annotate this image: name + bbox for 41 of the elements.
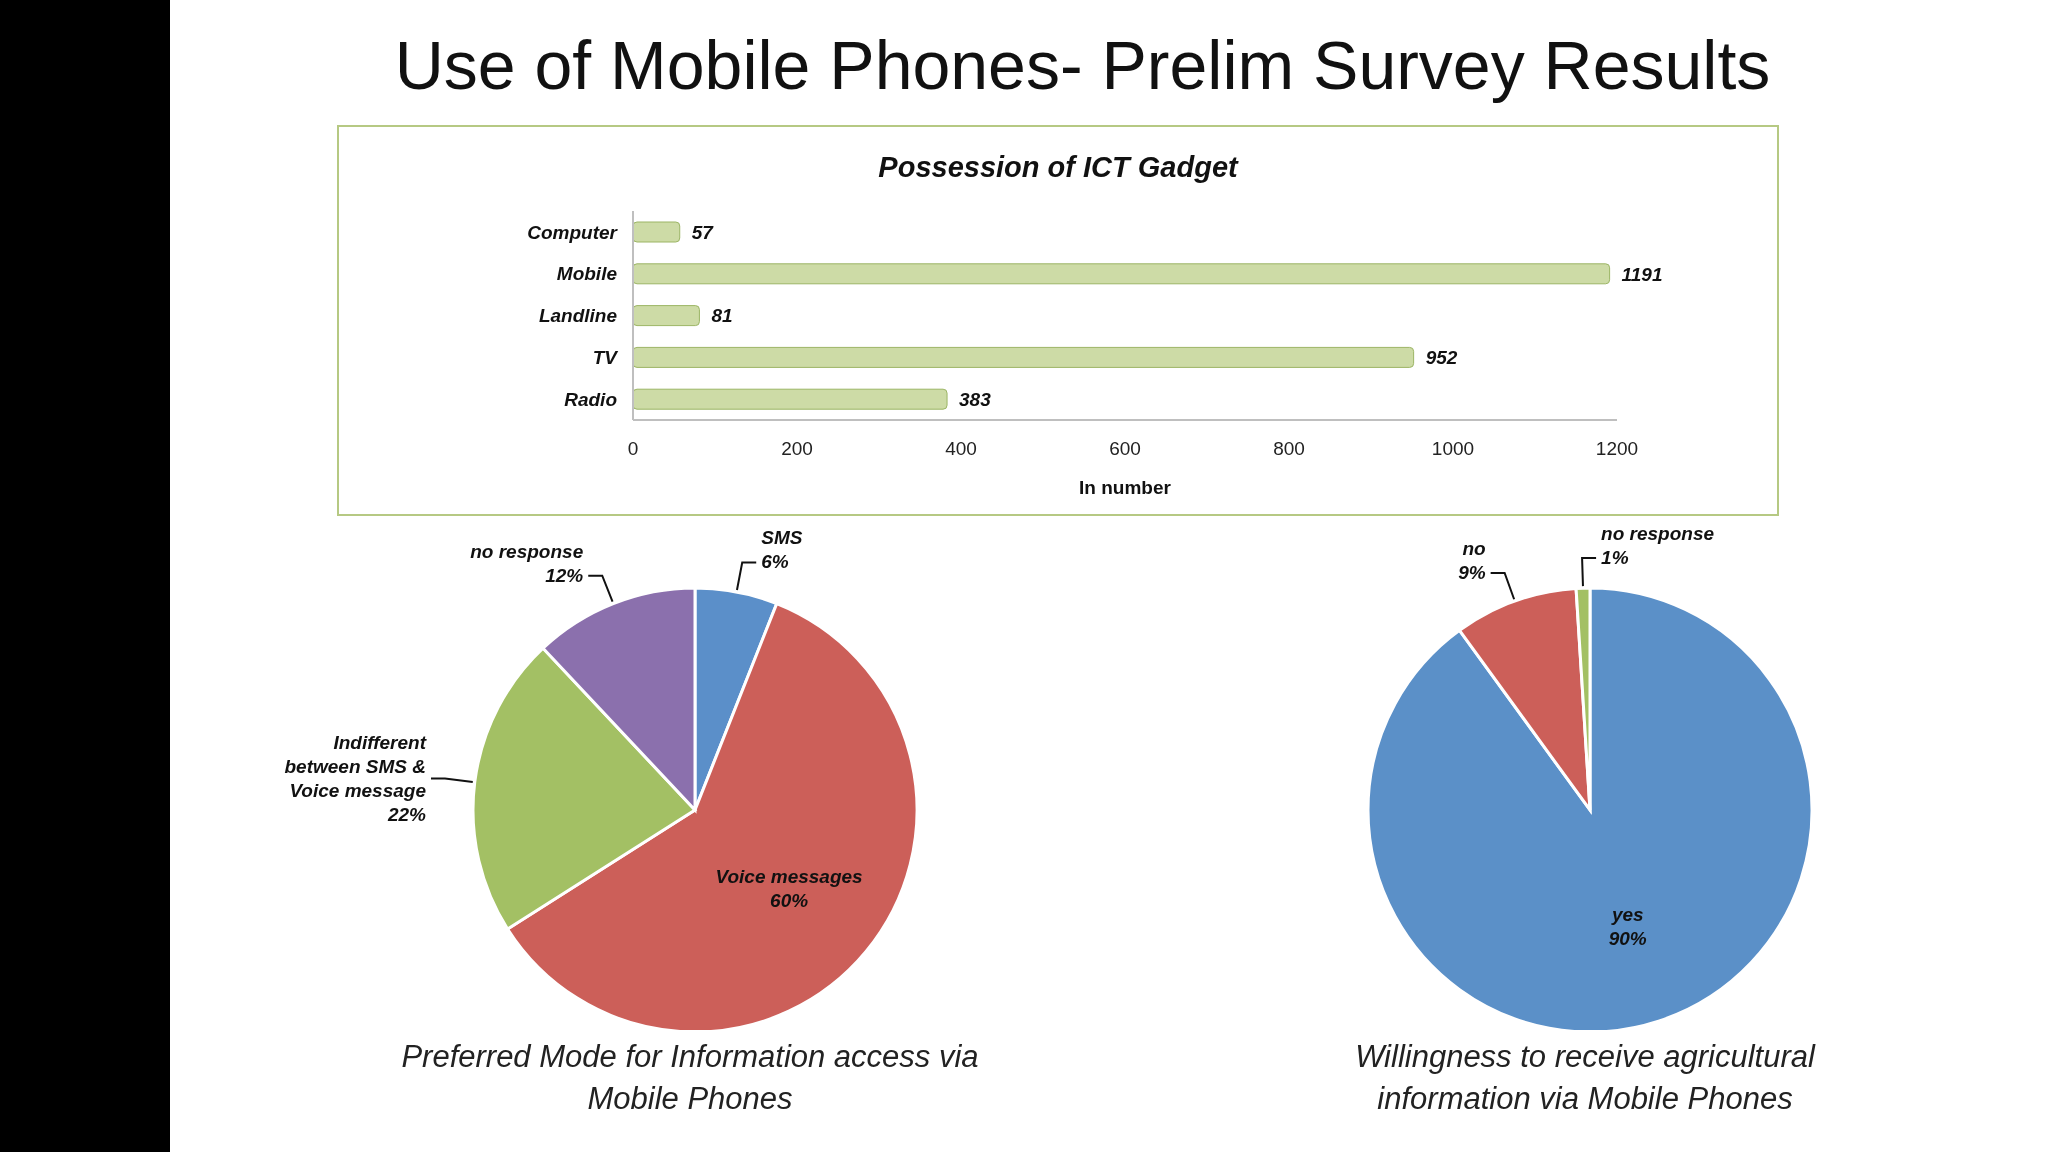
- slice-label: no response: [1601, 523, 1715, 545]
- slice-label: Voice messages: [715, 865, 863, 887]
- y-tick-label: Radio: [564, 388, 617, 410]
- y-tick-label: TV: [592, 347, 619, 369]
- x-tick-label: 1000: [1431, 438, 1475, 460]
- data-label: 81: [711, 305, 733, 327]
- x-tick-label: 600: [1109, 438, 1141, 460]
- slice-label: SMS: [761, 527, 803, 549]
- text: Willingness to receive agricultural information via Mobile Phones: [1354, 1038, 1817, 1118]
- data-label: 90%: [1608, 928, 1647, 950]
- slice-label: no response: [470, 540, 584, 562]
- chart-title: Possession of ICT Gadget: [877, 151, 1240, 184]
- data-label: 57: [691, 221, 715, 243]
- y-tick-label: Landline: [538, 305, 618, 327]
- x-tick-label: 0: [627, 438, 639, 460]
- text: Preferred Mode for Information access via Mobile Phones: [400, 1038, 980, 1118]
- bar: [633, 263, 1611, 285]
- bar: [633, 221, 681, 243]
- slice-label: no: [1462, 537, 1486, 559]
- data-label: 6%: [761, 551, 789, 573]
- data-label: 1191: [1621, 263, 1663, 285]
- bar: [633, 388, 948, 410]
- bar: [633, 305, 700, 327]
- x-tick-label: 400: [945, 438, 977, 460]
- data-label: 12%: [545, 564, 584, 586]
- slice-label: yes: [1610, 904, 1644, 926]
- data-label: 952: [1425, 347, 1458, 369]
- data-label: 9%: [1458, 561, 1486, 583]
- bar: [633, 346, 1415, 368]
- y-tick-label: Mobile: [556, 263, 618, 285]
- data-label: 1%: [1601, 547, 1629, 569]
- x-tick-label: 1200: [1595, 438, 1639, 460]
- x-axis-title: In number: [1079, 477, 1172, 498]
- y-tick-label: Computer: [527, 221, 619, 243]
- x-tick-label: 800: [1273, 438, 1305, 460]
- slice-label: Indifferent between SMS & Voice message: [284, 732, 427, 802]
- text: Use of Mobile Phones- Prelim Survey Results: [393, 26, 1772, 105]
- data-label: 60%: [770, 889, 809, 911]
- x-tick-label: 200: [781, 438, 813, 460]
- data-label: 383: [959, 388, 992, 410]
- data-label: 22%: [386, 804, 427, 826]
